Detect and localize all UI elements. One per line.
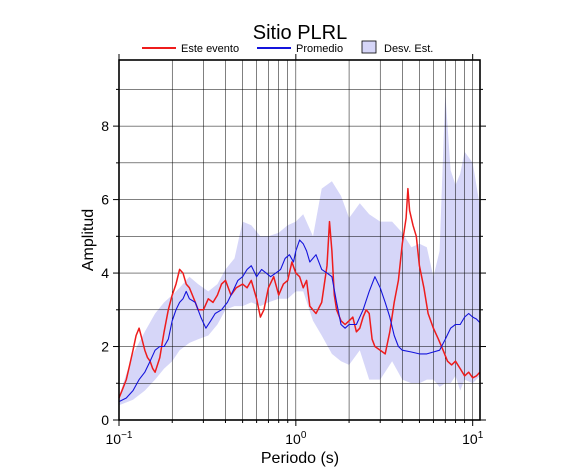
y-tick-label: 4 — [101, 265, 109, 281]
legend-label: Promedio — [296, 43, 343, 55]
plot-area: 0 2 4 6 8 10−1 100 101 — [101, 54, 486, 447]
y-tick-label: 6 — [101, 192, 109, 208]
x-tick-label: 100 — [285, 430, 307, 447]
series-layer — [118, 187, 481, 403]
y-axis-label: Amplitud — [80, 209, 97, 271]
legend-item-promedio: Promedio — [257, 43, 343, 55]
x-tick-label: 10−1 — [106, 430, 133, 447]
x-axis-label: Periodo (s) — [261, 450, 339, 467]
series-line-este-evento — [118, 187, 481, 399]
band-layer — [119, 93, 480, 406]
chart-legend: Este evento Promedio Desv. Est. — [142, 40, 433, 55]
legend-swatch — [361, 40, 377, 54]
y-tick-label: 2 — [101, 339, 109, 355]
legend-label: Este evento — [181, 43, 239, 55]
y-tick-label: 8 — [101, 118, 109, 134]
grid-layer — [119, 60, 480, 420]
legend-item-desv-est-: Desv. Est. — [361, 40, 433, 55]
plot-frame — [118, 59, 481, 421]
legend-item-este-evento: Este evento — [142, 43, 239, 55]
std-dev-band — [119, 93, 480, 406]
y-tick-label: 0 — [101, 412, 109, 428]
series-line-promedio — [118, 239, 481, 403]
ticks-layer: 0 2 4 6 8 10−1 100 101 — [101, 54, 486, 447]
chart-title: Sitio PLRL — [253, 22, 348, 44]
x-tick-label: 101 — [462, 430, 484, 447]
legend-label: Desv. Est. — [384, 43, 433, 55]
